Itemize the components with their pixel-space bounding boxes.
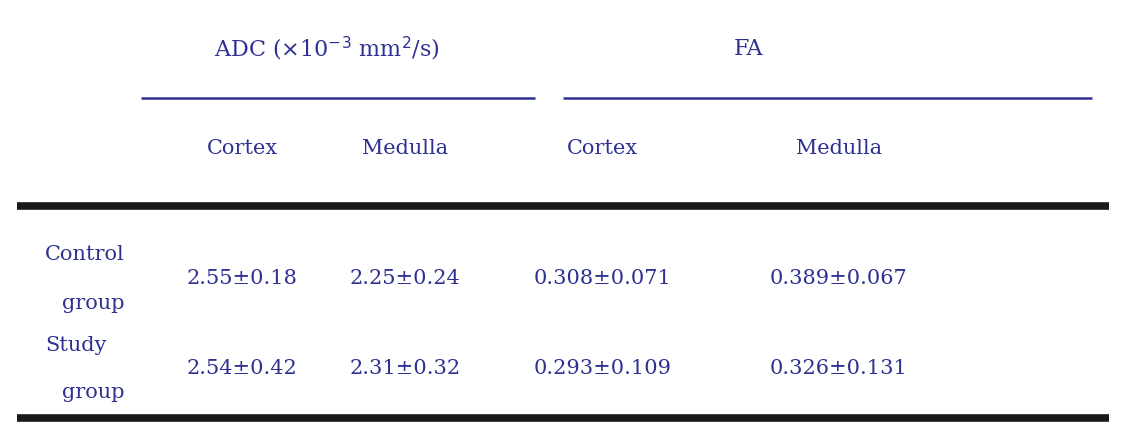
Text: 0.389±0.067: 0.389±0.067 <box>770 269 908 288</box>
Text: 2.54±0.42: 2.54±0.42 <box>187 360 297 378</box>
Text: Cortex: Cortex <box>566 139 638 158</box>
Text: Cortex: Cortex <box>206 139 278 158</box>
Text: FA: FA <box>734 38 763 60</box>
Text: Study: Study <box>45 336 107 355</box>
Text: 2.55±0.18: 2.55±0.18 <box>187 269 297 288</box>
Text: 2.25±0.24: 2.25±0.24 <box>350 269 461 288</box>
Text: group: group <box>62 383 125 402</box>
Text: group: group <box>62 294 125 312</box>
Text: 0.308±0.071: 0.308±0.071 <box>534 269 671 288</box>
Text: Medulla: Medulla <box>363 139 448 158</box>
Text: 0.326±0.131: 0.326±0.131 <box>770 360 908 378</box>
Text: 2.31±0.32: 2.31±0.32 <box>350 360 461 378</box>
Text: Control: Control <box>45 245 125 264</box>
Text: Medulla: Medulla <box>796 139 882 158</box>
Text: 0.293±0.109: 0.293±0.109 <box>534 360 671 378</box>
Text: ADC ($\times$10$^{-3}$ mm$^{2}$/s): ADC ($\times$10$^{-3}$ mm$^{2}$/s) <box>214 35 439 63</box>
